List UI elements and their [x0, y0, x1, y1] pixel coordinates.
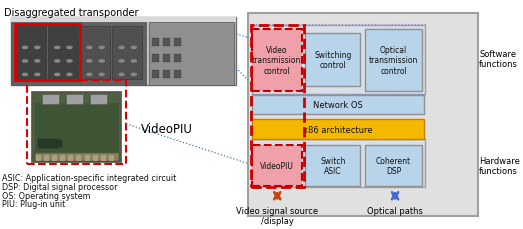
Bar — [38, 142, 58, 149]
Bar — [101, 155, 106, 161]
FancyBboxPatch shape — [252, 139, 425, 187]
Text: Switching
control: Switching control — [314, 51, 351, 70]
Text: x86 architecture: x86 architecture — [303, 125, 373, 134]
Circle shape — [131, 60, 137, 63]
Bar — [163, 55, 170, 63]
Bar — [149, 22, 234, 85]
FancyBboxPatch shape — [305, 146, 360, 186]
Bar — [52, 155, 57, 161]
FancyBboxPatch shape — [11, 18, 236, 85]
Circle shape — [99, 60, 104, 63]
Bar — [80, 27, 110, 79]
Text: Optical
transmission
control: Optical transmission control — [369, 46, 418, 75]
FancyBboxPatch shape — [365, 30, 422, 91]
Bar — [40, 142, 60, 149]
Text: ASIC: Application-specific integrated circuit: ASIC: Application-specific integrated ci… — [3, 174, 177, 183]
Bar — [85, 155, 89, 161]
Bar — [42, 140, 62, 147]
Bar — [89, 95, 107, 104]
Bar — [174, 71, 181, 79]
Text: Video signal source
/display: Video signal source /display — [236, 206, 319, 225]
Bar — [66, 95, 83, 104]
Circle shape — [22, 74, 28, 76]
Circle shape — [67, 74, 72, 76]
Circle shape — [22, 47, 28, 49]
FancyBboxPatch shape — [365, 146, 422, 186]
Circle shape — [67, 47, 72, 49]
Circle shape — [22, 60, 28, 63]
Bar — [38, 139, 58, 146]
Text: VideoPIU: VideoPIU — [141, 123, 193, 135]
Circle shape — [119, 74, 124, 76]
Circle shape — [55, 74, 60, 76]
Circle shape — [99, 47, 104, 49]
Text: Switch
ASIC: Switch ASIC — [320, 156, 346, 176]
FancyBboxPatch shape — [252, 26, 425, 94]
Bar — [35, 153, 119, 161]
Bar — [11, 18, 236, 22]
Bar — [44, 155, 49, 161]
Bar — [48, 27, 78, 79]
Circle shape — [119, 47, 124, 49]
Bar — [93, 155, 98, 161]
FancyBboxPatch shape — [32, 93, 121, 163]
Bar — [36, 155, 41, 161]
Text: Disaggregated transponder: Disaggregated transponder — [4, 8, 139, 18]
Bar — [76, 155, 82, 161]
FancyBboxPatch shape — [252, 95, 424, 115]
Circle shape — [119, 60, 124, 63]
Circle shape — [87, 74, 92, 76]
Circle shape — [35, 74, 40, 76]
Text: OS: Operating system: OS: Operating system — [3, 191, 91, 200]
Text: Coherent
DSP: Coherent DSP — [376, 156, 411, 176]
Bar — [11, 22, 146, 85]
Bar — [174, 55, 181, 63]
Text: Network OS: Network OS — [313, 101, 363, 110]
Text: DSP: Digital signal processor: DSP: Digital signal processor — [3, 183, 118, 192]
Circle shape — [55, 60, 60, 63]
Text: Optical paths: Optical paths — [367, 206, 423, 215]
Text: Software
functions: Software functions — [479, 50, 518, 69]
Bar — [42, 95, 60, 104]
FancyBboxPatch shape — [252, 146, 302, 186]
Bar — [109, 155, 114, 161]
Circle shape — [131, 74, 137, 76]
Text: PIU: Plug-in unit: PIU: Plug-in unit — [3, 199, 66, 208]
Text: Hardware
functions: Hardware functions — [479, 156, 520, 175]
Circle shape — [55, 47, 60, 49]
Bar — [153, 71, 160, 79]
Bar — [163, 71, 170, 79]
Bar — [35, 103, 119, 153]
Bar — [153, 39, 160, 47]
Bar — [153, 55, 160, 63]
Bar — [163, 39, 170, 47]
Bar — [174, 39, 181, 47]
Circle shape — [35, 47, 40, 49]
Bar — [60, 155, 65, 161]
FancyBboxPatch shape — [247, 14, 478, 216]
FancyBboxPatch shape — [305, 34, 360, 87]
Circle shape — [87, 60, 92, 63]
Text: VideoPIU: VideoPIU — [259, 161, 293, 170]
Bar — [112, 27, 142, 79]
Circle shape — [67, 60, 72, 63]
Bar — [69, 155, 73, 161]
FancyBboxPatch shape — [252, 30, 302, 91]
Text: Video
transmission
control: Video transmission control — [252, 46, 301, 75]
Bar — [16, 27, 46, 79]
FancyBboxPatch shape — [252, 119, 424, 140]
Circle shape — [35, 60, 40, 63]
Circle shape — [87, 47, 92, 49]
Circle shape — [99, 74, 104, 76]
Circle shape — [131, 47, 137, 49]
